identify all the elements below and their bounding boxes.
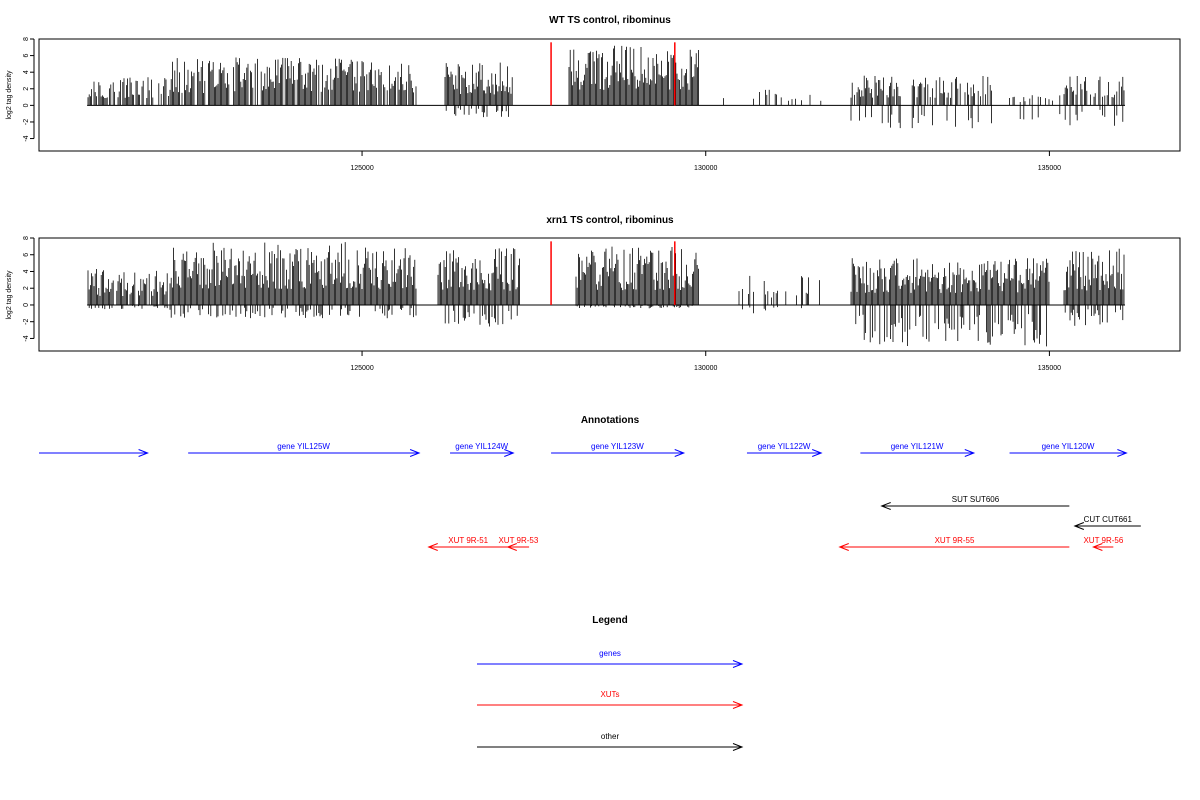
- feature-arrow: gene YIL123W: [551, 442, 686, 457]
- feature-arrow: [39, 449, 149, 457]
- panel-wt-title: WT TS control, ribominus: [549, 15, 671, 26]
- arrow-head: [1092, 543, 1103, 551]
- panel-xrn1-title: xrn1 TS control, ribominus: [546, 215, 674, 226]
- arrow-head: [427, 543, 438, 551]
- feature-arrow: XUT 9R-53: [498, 536, 539, 551]
- panel-xrn1-frame: [38, 237, 1181, 352]
- legend-label: other: [601, 732, 620, 741]
- panel-wt-signal: [87, 45, 1125, 129]
- legend-item: genes: [477, 649, 744, 668]
- feature-arrow: SUT SUT606: [880, 495, 1070, 510]
- feature-label: XUT 9R-55: [935, 536, 975, 545]
- panel-wt-y-axis: -4 -2 0 2 4 6 8: [23, 37, 35, 142]
- panel-wt-highlights: [550, 42, 676, 106]
- arrow-head: [880, 502, 891, 510]
- arrow-head: [506, 543, 517, 551]
- x-tick-label: 130000: [694, 365, 717, 372]
- feature-label: gene YIL121W: [891, 442, 944, 451]
- feature-label: XUT 9R-53: [498, 536, 538, 545]
- panel-wt-x-axis: 125000 130000 135000: [350, 151, 1061, 172]
- arrow-head: [504, 449, 515, 457]
- feature-arrow: XUT 9R-55: [838, 536, 1070, 551]
- x-tick-label: 125000: [350, 165, 373, 172]
- feature-label: gene YIL124W: [455, 442, 508, 451]
- feature-label: CUT CUT661: [1084, 515, 1133, 524]
- feature-label: gene YIL120W: [1042, 442, 1095, 451]
- y-tick-label: 2: [23, 87, 30, 91]
- x-tick-label: 125000: [350, 365, 373, 372]
- panel-xrn1-x-axis: 125000 130000 135000: [350, 351, 1061, 372]
- arrow-head: [838, 543, 849, 551]
- legend-label: genes: [599, 649, 621, 658]
- feature-label: XUT 9R-51: [448, 536, 488, 545]
- arrow-head: [1073, 522, 1085, 530]
- y-tick-label: -2: [23, 119, 30, 125]
- y-tick-label: 0: [23, 303, 30, 307]
- feature-label: gene YIL122W: [758, 442, 811, 451]
- arrow-head: [732, 660, 744, 668]
- panel-wt: WT TS control, ribominus log2 tag densit…: [6, 15, 1181, 172]
- feature-arrow: gene YIL125W: [188, 442, 421, 457]
- arrow-head: [732, 701, 744, 709]
- legend: Legend genes XUTs other: [477, 615, 744, 751]
- y-tick-label: 8: [23, 37, 30, 41]
- arrow-head: [409, 449, 421, 457]
- feature-arrow: CUT CUT661: [1073, 515, 1141, 530]
- y-tick-label: -4: [23, 335, 30, 341]
- legend-items: genes XUTs other: [477, 649, 744, 751]
- x-tick-label: 130000: [694, 165, 717, 172]
- panel-xrn1-ylabel: log2 tag density: [6, 270, 13, 320]
- y-tick-label: -4: [23, 135, 30, 141]
- y-tick-label: -2: [23, 318, 30, 324]
- feature-label: XUT 9R-56: [1083, 536, 1123, 545]
- arrow-head: [964, 449, 976, 457]
- legend-item: XUTs: [477, 690, 744, 709]
- y-tick-label: 4: [23, 70, 30, 74]
- arrow-head: [1117, 449, 1128, 457]
- feature-label: SUT SUT606: [952, 495, 1000, 504]
- feature-arrow: XUT 9R-51: [427, 536, 508, 551]
- y-tick-label: 4: [23, 269, 30, 273]
- y-tick-label: 0: [23, 103, 30, 107]
- x-tick-label: 135000: [1038, 365, 1061, 372]
- arrow-head: [732, 743, 744, 751]
- annotations-track: Annotations gene YIL125W gene YIL124W gene…: [39, 415, 1141, 551]
- panel-xrn1-signal: [87, 242, 1125, 347]
- feature-arrow: gene YIL122W: [746, 442, 823, 457]
- panel-wt-frame: [38, 38, 1181, 152]
- y-tick-label: 8: [23, 236, 30, 240]
- panel-wt-ylabel: log2 tag density: [6, 70, 13, 120]
- annotations-title: Annotations: [581, 415, 640, 426]
- y-tick-label: 6: [23, 253, 30, 257]
- y-tick-label: 6: [23, 54, 30, 58]
- feature-arrows: gene YIL125W gene YIL124W gene YIL123W gene…: [39, 442, 1141, 551]
- panel-xrn1-y-axis: -4 -2 0 2 4 6 8: [23, 236, 35, 342]
- feature-arrow: gene YIL120W: [1009, 442, 1128, 457]
- feature-label: gene YIL125W: [277, 442, 330, 451]
- panel-xrn1: xrn1 TS control, ribominus log2 tag dens…: [6, 215, 1181, 372]
- legend-item: other: [477, 732, 744, 751]
- arrow-head: [812, 449, 823, 457]
- legend-title: Legend: [592, 615, 628, 626]
- panel-xrn1-highlights: [550, 241, 676, 305]
- feature-label: gene YIL123W: [591, 442, 644, 451]
- arrow-head: [138, 449, 149, 457]
- arrow-head: [674, 449, 686, 457]
- feature-arrow: gene YIL121W: [860, 442, 976, 457]
- feature-arrow: gene YIL124W: [450, 442, 515, 457]
- feature-arrow: XUT 9R-56: [1083, 536, 1124, 551]
- x-tick-label: 135000: [1038, 165, 1061, 172]
- legend-label: XUTs: [600, 690, 619, 699]
- y-tick-label: 2: [23, 286, 30, 290]
